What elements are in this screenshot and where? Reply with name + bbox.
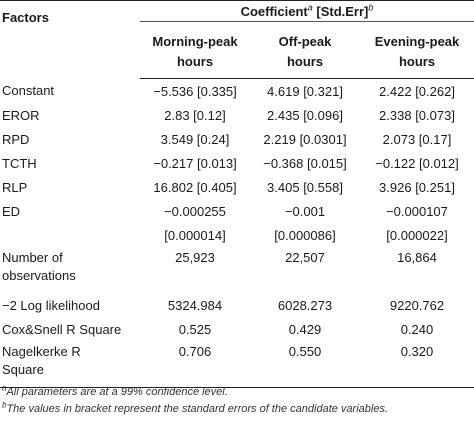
col-morning-peak-header: Morning-peak hours — [140, 21, 250, 79]
coefficient-header: Coefficienta [Std.Err]b — [140, 0, 474, 22]
coefficient-footnote-a: a — [307, 2, 313, 13]
value-cell: 2.422 [0.262] — [379, 83, 455, 99]
value-cell: 16.802 [0.405] — [153, 179, 237, 195]
value-cell: 0.240 — [400, 321, 434, 337]
footnote-a: aAll parameters are at a 99% confidence … — [2, 383, 228, 398]
factor-cell: −2 Log likelihood — [2, 297, 100, 313]
factor-cell: Number of observations — [2, 250, 76, 283]
value-cell: 3.549 [0.24] — [160, 131, 230, 147]
table-row: Cox&Snell R Square 0.525 0.429 0.240 — [0, 317, 474, 341]
factor-cell: Constant — [2, 83, 55, 99]
value-cell: 2.83 [0.12] — [164, 107, 226, 123]
table-row: RPD 3.549 [0.24] 2.219 [0.0301] 2.073 [0… — [0, 127, 474, 151]
footnote-b: bThe values in bracket represent the sta… — [2, 400, 388, 415]
table-row: Number of observations 25,923 22,507 16,… — [0, 247, 474, 293]
coefficient-label: Coefficient — [240, 3, 308, 19]
value-cell: −0.122 [0.012] — [375, 155, 459, 171]
factor-cell: TCTH — [2, 155, 37, 171]
factor-cell: Nagelkerke R Square — [0, 341, 140, 388]
value-cell: 0.706 — [140, 341, 250, 388]
factors-header-text: Factors — [2, 10, 49, 26]
value-cell: 3.926 [0.251] — [379, 179, 455, 195]
value-cell: −5.536 [0.335] — [153, 83, 237, 99]
factors-header: Factors — [0, 0, 140, 79]
value-cell: 2.338 [0.073] — [379, 107, 455, 123]
table-row: Nagelkerke R Square 0.706 0.550 0.320 — [0, 341, 474, 388]
table-row: ED −0.000255 −0.001 −0.000107 — [0, 199, 474, 223]
value-cell: 3.405 [0.558] — [267, 179, 343, 195]
table-row: −2 Log likelihood 5324.984 6028.273 9220… — [0, 293, 474, 317]
value-cell: 2.435 [0.096] — [267, 107, 343, 123]
factor-cell: EROR — [2, 107, 40, 123]
table-footnotes: aAll parameters are at a 99% confidence … — [2, 384, 388, 418]
coefficient-footnote-b: b — [368, 2, 374, 13]
value-cell: 16,864 — [397, 250, 437, 265]
value-cell: 0.320 — [360, 341, 474, 388]
table-row: [0.000014] [0.000086] [0.000022] — [0, 223, 474, 247]
value-cell: −0.368 [0.015] — [263, 155, 347, 171]
factor-cell: ED — [2, 203, 21, 219]
value-cell: −0.000107 — [386, 203, 448, 219]
regression-results-table: Factors Coefficienta [Std.Err]b Morning-… — [0, 0, 474, 388]
value-cell: 6028.273 — [277, 297, 333, 313]
factor-cell: RLP — [2, 179, 28, 195]
table-row: Constant −5.536 [0.335] 4.619 [0.321] 2.… — [0, 79, 474, 104]
value-cell: 2.219 [0.0301] — [263, 131, 347, 147]
value-cell: 5324.984 — [167, 297, 223, 313]
factor-cell: RPD — [2, 131, 30, 147]
factor-cell: Cox&Snell R Square — [2, 321, 122, 337]
col-off-peak-header: Off-peak hours — [250, 21, 360, 79]
value-cell: 25,923 — [175, 250, 215, 265]
value-cell: [0.000014] — [164, 227, 226, 243]
value-cell: 0.550 — [250, 341, 360, 388]
value-cell: [0.000022] — [386, 227, 448, 243]
value-cell: 0.429 — [288, 321, 322, 337]
table-body: Constant −5.536 [0.335] 4.619 [0.321] 2.… — [0, 79, 474, 388]
value-cell: −0.001 — [284, 203, 326, 219]
value-cell: 9220.762 — [389, 297, 445, 313]
stderr-label: [Std.Err] — [312, 3, 369, 19]
value-cell: 22,507 — [285, 250, 325, 265]
table-row: EROR 2.83 [0.12] 2.435 [0.096] 2.338 [0.… — [0, 103, 474, 127]
value-cell: 2.073 [0.17] — [382, 131, 452, 147]
table-row: TCTH −0.217 [0.013] −0.368 [0.015] −0.12… — [0, 151, 474, 175]
table-row: RLP 16.802 [0.405] 3.405 [0.558] 3.926 [… — [0, 175, 474, 199]
value-cell: [0.000086] — [274, 227, 336, 243]
value-cell: −0.217 [0.013] — [153, 155, 237, 171]
factor-cell — [0, 223, 140, 247]
col-evening-peak-header: Evening-peak hours — [360, 21, 474, 79]
value-cell: 0.525 — [178, 321, 212, 337]
value-cell: 4.619 [0.321] — [267, 83, 343, 99]
value-cell: −0.000255 — [164, 203, 226, 219]
